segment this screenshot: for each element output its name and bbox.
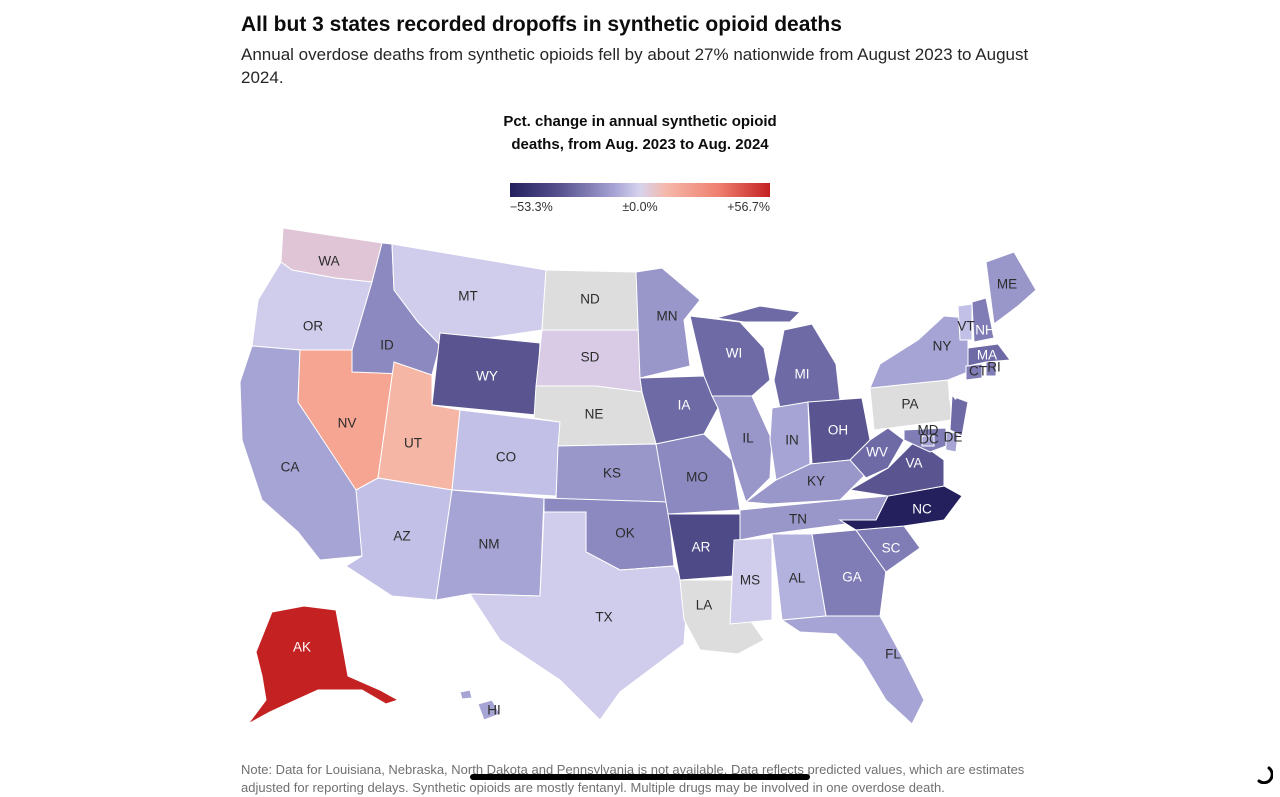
scrollbar-thumb[interactable]	[470, 774, 810, 780]
state-label-vt: VT	[957, 319, 974, 334]
state-label-la: LA	[696, 598, 713, 613]
state-label-nm: NM	[479, 537, 500, 552]
legend-max-label: +56.7%	[727, 200, 770, 214]
state-label-or: OR	[303, 319, 324, 334]
legend-min-label: −53.3%	[510, 200, 553, 214]
state-label-ks: KS	[603, 466, 621, 481]
state-label-ga: GA	[842, 570, 862, 585]
state-label-dc: DC	[919, 432, 939, 447]
state-me[interactable]	[985, 251, 1037, 325]
state-label-hi: HI	[487, 703, 501, 718]
states-layer	[239, 227, 1037, 725]
state-label-pa: PA	[901, 397, 918, 412]
state-label-sc: SC	[882, 541, 901, 556]
state-label-mi: MI	[795, 367, 810, 382]
state-label-ok: OK	[615, 526, 635, 541]
labels-layer: WA OR CA NV ID MT WY UT AZ CO NM ND SD NE KS OK TX MN IA MO…	[281, 254, 1018, 718]
state-label-wi: WI	[726, 346, 743, 361]
state-nc[interactable]	[838, 485, 963, 531]
state-ma[interactable]	[967, 343, 1011, 367]
state-tx[interactable]	[469, 511, 689, 721]
state-ms[interactable]	[729, 537, 773, 625]
state-label-ri: RI	[987, 360, 1001, 375]
state-label-nh: NH	[975, 323, 995, 338]
state-label-id: ID	[380, 338, 394, 353]
chart-subtitle: Annual overdose deaths from synthetic op…	[241, 45, 1029, 87]
legend-title: Pct. change in annual synthetic opioid d…	[503, 113, 777, 153]
state-nh[interactable]	[971, 297, 995, 343]
state-label-az: AZ	[393, 529, 410, 544]
state-label-fl: FL	[885, 647, 901, 662]
state-label-co: CO	[496, 450, 516, 465]
state-label-ny: NY	[933, 339, 952, 354]
state-label-ky: KY	[807, 474, 825, 489]
state-label-in: IN	[785, 433, 799, 448]
loading-spinner-icon	[1257, 766, 1273, 784]
state-label-wy: WY	[476, 369, 498, 384]
state-label-ut: UT	[404, 436, 422, 451]
state-label-wa: WA	[318, 254, 339, 269]
state-label-tx: TX	[595, 610, 612, 625]
state-ct[interactable]	[965, 363, 983, 381]
state-nj[interactable]	[949, 395, 969, 437]
state-label-ma: MA	[977, 348, 997, 363]
state-ny[interactable]	[869, 315, 969, 389]
state-vt[interactable]	[957, 303, 973, 341]
state-label-nc: NC	[912, 502, 932, 517]
chart-title: All but 3 states recorded dropoffs in sy…	[241, 13, 842, 36]
state-ri[interactable]	[985, 361, 997, 377]
state-label-mo: MO	[686, 470, 708, 485]
state-label-me: ME	[997, 277, 1017, 292]
state-label-tn: TN	[789, 512, 807, 527]
legend-gradient-bar	[510, 183, 770, 197]
legend-mid-label: ±0.0%	[622, 200, 658, 214]
state-label-ia: IA	[678, 398, 691, 413]
state-label-de: DE	[944, 430, 963, 445]
state-label-mt: MT	[458, 289, 478, 304]
state-label-md: MD	[918, 423, 939, 438]
state-hi[interactable]	[459, 689, 501, 721]
color-legend: Pct. change in annual synthetic opioid d…	[500, 110, 780, 214]
state-label-mn: MN	[657, 309, 678, 324]
state-dc[interactable]	[921, 435, 935, 447]
state-label-ar: AR	[692, 540, 711, 555]
state-label-ca: CA	[281, 460, 300, 475]
state-mo[interactable]	[655, 433, 741, 515]
state-ga[interactable]	[811, 529, 887, 617]
state-label-sd: SD	[581, 350, 600, 365]
state-ak[interactable]	[247, 605, 400, 725]
state-label-nj: NJ	[948, 388, 965, 403]
state-label-al: AL	[789, 571, 806, 586]
state-label-nd: ND	[580, 292, 600, 307]
state-label-va: VA	[905, 456, 922, 471]
state-il[interactable]	[711, 395, 773, 503]
state-fl[interactable]	[780, 615, 925, 725]
state-label-ms: MS	[740, 573, 760, 588]
state-label-ct: CT	[969, 364, 987, 379]
state-label-oh: OH	[828, 423, 848, 438]
state-label-il: IL	[742, 431, 754, 446]
state-label-ne: NE	[585, 407, 604, 422]
state-label-wv: WV	[866, 445, 888, 460]
state-wi[interactable]	[689, 315, 771, 397]
legend-scale-labels: −53.3% ±0.0% +56.7%	[500, 200, 780, 216]
state-label-ak: AK	[293, 640, 311, 655]
state-label-nv: NV	[338, 416, 357, 431]
